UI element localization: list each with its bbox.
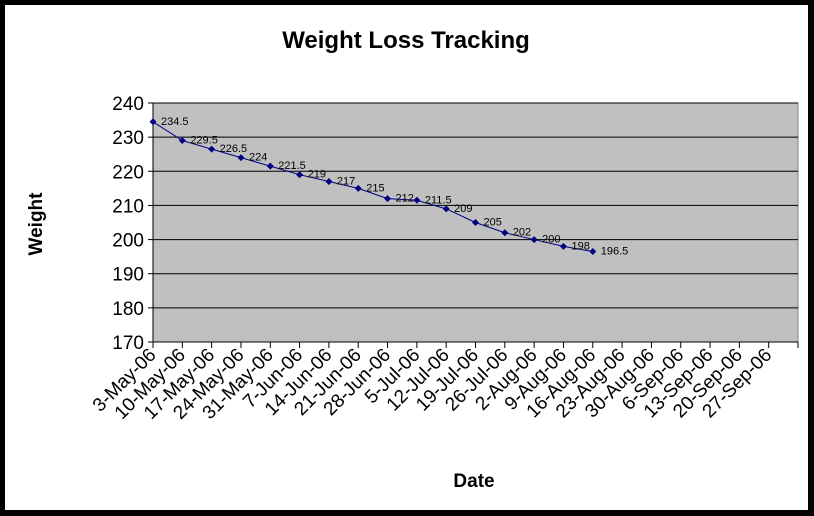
y-tick-label: 230	[112, 128, 144, 149]
data-label: 229.5	[190, 135, 218, 147]
data-point	[413, 196, 421, 204]
data-point	[442, 205, 450, 213]
y-tick-label: 220	[112, 162, 144, 183]
data-point	[296, 171, 304, 179]
data-label: 205	[484, 217, 502, 229]
data-point	[237, 154, 245, 162]
data-point	[559, 242, 567, 250]
data-point	[384, 195, 392, 203]
y-tick-label: 200	[112, 231, 144, 252]
data-label: 196.5	[601, 246, 629, 258]
data-point	[149, 118, 157, 126]
plot-area: 1701801902002102202302403-May-0610-May-0…	[89, 94, 799, 424]
y-tick-label: 190	[112, 265, 144, 286]
data-label: 226.5	[220, 143, 248, 155]
data-point	[208, 145, 216, 153]
data-label: 198	[571, 240, 589, 252]
data-label: 211.5	[425, 194, 452, 206]
data-point	[266, 162, 274, 170]
data-point	[354, 184, 362, 192]
data-label: 202	[513, 227, 531, 239]
data-label: 209	[454, 203, 472, 215]
y-tick-label: 240	[112, 94, 144, 115]
data-point	[589, 248, 597, 256]
data-label: 215	[366, 182, 384, 194]
y-tick-label: 180	[112, 299, 144, 320]
data-label: 219	[308, 169, 326, 181]
data-point	[325, 178, 333, 186]
data-point	[530, 236, 538, 244]
data-label: 234.5	[161, 116, 189, 128]
data-label: 221.5	[278, 160, 306, 172]
data-point	[178, 137, 186, 145]
y-tick-label: 210	[112, 196, 144, 217]
chart-title: Weight Loss Tracking	[282, 27, 530, 54]
data-label: 224	[249, 152, 267, 164]
data-label: 212	[396, 193, 414, 205]
y-axis-title: Weight	[26, 192, 47, 256]
y-tick-label: 170	[112, 333, 144, 354]
data-label: 217	[337, 176, 355, 188]
weight-loss-chart: Weight Loss Tracking Weight Date 170 180 1…	[26, 27, 799, 492]
series-line	[152, 121, 593, 253]
x-axis-title: Date	[453, 471, 494, 492]
data-point	[501, 229, 509, 237]
data-point	[472, 219, 479, 226]
data-label: 200	[542, 234, 560, 246]
chart-frame: Weight Loss Tracking Weight Date 170 180 1…	[5, 5, 808, 510]
